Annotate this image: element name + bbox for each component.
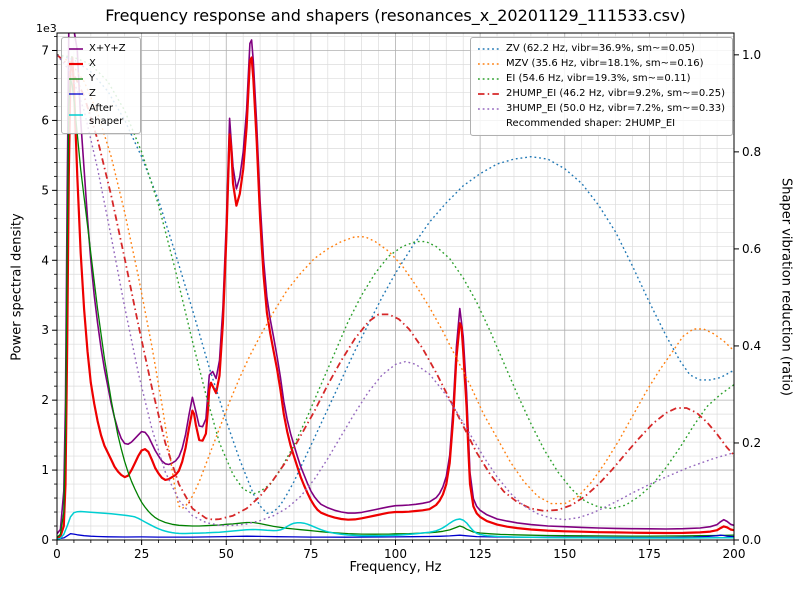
y-axis-offset-label: 1e3 [36,22,57,35]
x-tick-label: 0 [53,547,61,561]
x-tick-label: 75 [303,547,318,561]
legend-line-sample [69,114,83,116]
y-left-tick-label: 7 [41,43,49,57]
legend-entry: ZV (62.2 Hz, vibr=36.9%, sm~=0.05) [477,41,725,56]
y-right-tick-label: 1.0 [742,48,761,62]
x-tick-label: 50 [219,547,234,561]
legend-label: X [89,58,96,69]
legend-entry: 2HUMP_EI (46.2 Hz, vibr=9.2%, sm~=0.25) [477,86,725,101]
legend-entry: Z [68,86,133,101]
legend-line-sample [478,47,501,50]
legend-label: 3HUMP_EI (50.0 Hz, vibr=7.2%, sm~=0.33) [506,103,725,114]
legend-entry: X+Y+Z [68,41,133,56]
y-axis-label-left: Power spectral density [9,213,25,361]
psd-curve-psd-x [57,56,734,540]
legend-line-sample [69,77,83,80]
legend-label: 2HUMP_EI (46.2 Hz, vibr=9.2%, sm~=0.25) [506,88,725,99]
psd-curve-sum-xyz [57,33,734,535]
legend-line-sample [69,47,83,50]
legend-line-sample [69,62,83,65]
x-tick-label: 125 [469,547,492,561]
legend-label: MZV (35.6 Hz, vibr=18.1%, sm~=0.16) [506,58,704,69]
shaper-curve-3HUMP_EI [57,54,734,527]
y-left-tick-label: 5 [41,183,49,197]
legend-label: X+Y+Z [89,43,126,54]
y-left-tick-label: 6 [41,113,49,127]
x-tick-label: 175 [638,547,661,561]
y-left-tick-label: 1 [41,463,49,477]
legend-shapers: ZV (62.2 Hz, vibr=36.9%, sm~=0.05) MZV (3… [470,37,733,136]
y-left-tick-label: 3 [41,323,49,337]
legend-line-sample [478,62,501,65]
y-axis-label-right: Shaper vibration reduction (ratio) [778,178,794,396]
legend-entry: MZV (35.6 Hz, vibr=18.1%, sm~=0.16) [477,56,725,71]
y-right-tick-label: 0.0 [742,533,761,547]
legend-line-sample [478,92,501,95]
legend-psd: X+Y+Z X Y Z After shaper [61,37,141,134]
y-right-tick-label: 0.8 [742,145,761,159]
legend-entry: X [68,56,133,71]
y-right-tick-label: 0.4 [742,339,761,353]
legend-entry: 3HUMP_EI (50.0 Hz, vibr=7.2%, sm~=0.33) [477,101,725,116]
shaper-curve-2HUMP_EI [57,54,734,521]
x-tick-label: 200 [723,547,746,561]
psd-curve-psd-y [57,77,734,538]
y-left-tick-label: 4 [41,253,49,267]
legend-entry: EI (54.6 Hz, vibr=19.3%, sm~=0.11) [477,71,725,86]
y-left-tick-label: 0 [41,533,49,547]
chart-title: Frequency response and shapers (resonanc… [105,6,686,25]
legend-entry: After shaper [68,101,133,129]
x-tick-label: 150 [553,547,576,561]
x-tick-label: 25 [134,547,149,561]
y-right-tick-label: 0.2 [742,436,761,450]
legend-line-sample [69,92,83,95]
legend-label: EI (54.6 Hz, vibr=19.3%, sm~=0.11) [506,73,691,84]
legend-note-recommended-shaper: Recommended shaper: 2HUMP_EI [506,118,676,129]
legend-label: ZV (62.2 Hz, vibr=36.9%, sm~=0.05) [506,43,695,54]
x-tick-label: 100 [384,547,407,561]
x-axis-label: Frequency, Hz [349,560,442,575]
psd-curve-after-shaper [57,510,734,540]
legend-label: Y [89,73,96,84]
legend-line-sample [478,77,501,80]
legend-line-sample [478,107,501,110]
y-right-tick-label: 0.6 [742,242,761,256]
legend-label: After shaper [89,103,124,127]
legend-entry: Y [68,71,133,86]
legend-label: Z [89,88,96,99]
y-left-tick-label: 2 [41,393,49,407]
